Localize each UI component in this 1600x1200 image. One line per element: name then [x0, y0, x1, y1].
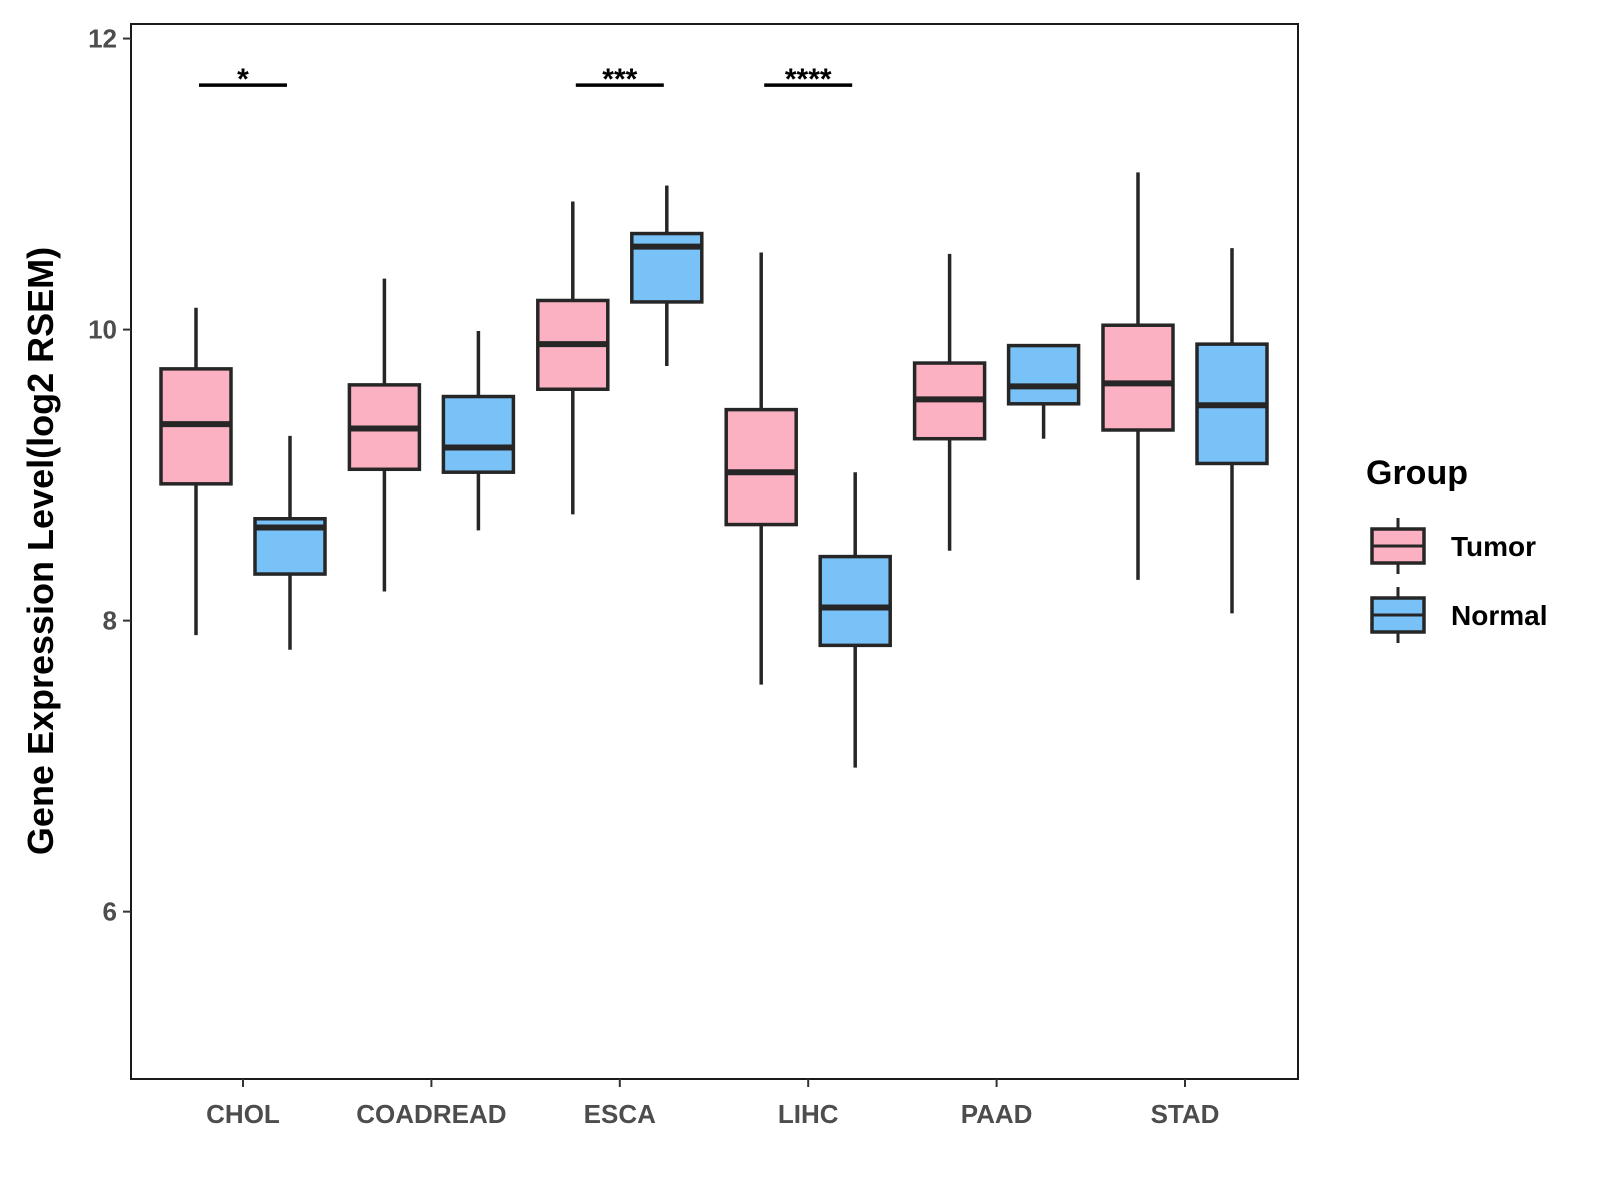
box-normal-paad	[1006, 343, 1081, 439]
significance-label: *	[237, 63, 249, 96]
significance-label: ****	[785, 63, 832, 96]
x-tick-label: COADREAD	[356, 1099, 506, 1129]
box-body	[818, 554, 892, 648]
x-axis: CHOL COADREAD ESCA LIHC PAAD STAD	[206, 1079, 1219, 1129]
legend: Group Tumor Normal	[1366, 454, 1547, 643]
box-body	[441, 394, 516, 474]
y-axis: 6 8 10 12	[88, 24, 131, 927]
box-tumor-coadread	[347, 278, 422, 592]
x-tick-label: CHOL	[206, 1099, 280, 1129]
box-tumor-lihc	[724, 252, 798, 685]
x-tick-label: ESCA	[584, 1099, 656, 1129]
y-tick-label: 8	[103, 606, 117, 636]
box-normal-coadread	[441, 331, 516, 531]
y-axis-title: Gene Expression Level(log2 RSEM)	[20, 247, 61, 855]
y-tick-label: 10	[88, 315, 117, 345]
box-tumor-chol	[159, 307, 233, 636]
legend-label-tumor: Tumor	[1451, 531, 1536, 562]
boxes-layer	[159, 172, 1269, 768]
box-normal-lihc	[818, 472, 892, 768]
box-body	[724, 407, 798, 527]
x-tick-label: LIHC	[778, 1099, 839, 1129]
legend-key-normal	[1370, 587, 1426, 643]
box-normal-stad	[1195, 248, 1269, 614]
legend-key-tumor	[1370, 518, 1426, 574]
box-normal-chol	[253, 435, 327, 650]
y-tick-label: 6	[103, 897, 117, 927]
y-tick-label: 12	[88, 24, 117, 54]
box-normal-esca	[630, 185, 704, 366]
box-body	[1101, 323, 1175, 432]
significance-label: ***	[602, 63, 637, 96]
x-tick-label: PAAD	[961, 1099, 1033, 1129]
x-tick-label: STAD	[1151, 1099, 1220, 1129]
box-tumor-esca	[536, 201, 610, 515]
legend-label-normal: Normal	[1451, 600, 1547, 631]
box-tumor-stad	[1101, 172, 1175, 580]
significance-layer: * *** ****	[199, 63, 853, 96]
box-body	[1006, 343, 1081, 406]
legend-title: Group	[1366, 454, 1468, 492]
box-tumor-paad	[912, 253, 987, 551]
